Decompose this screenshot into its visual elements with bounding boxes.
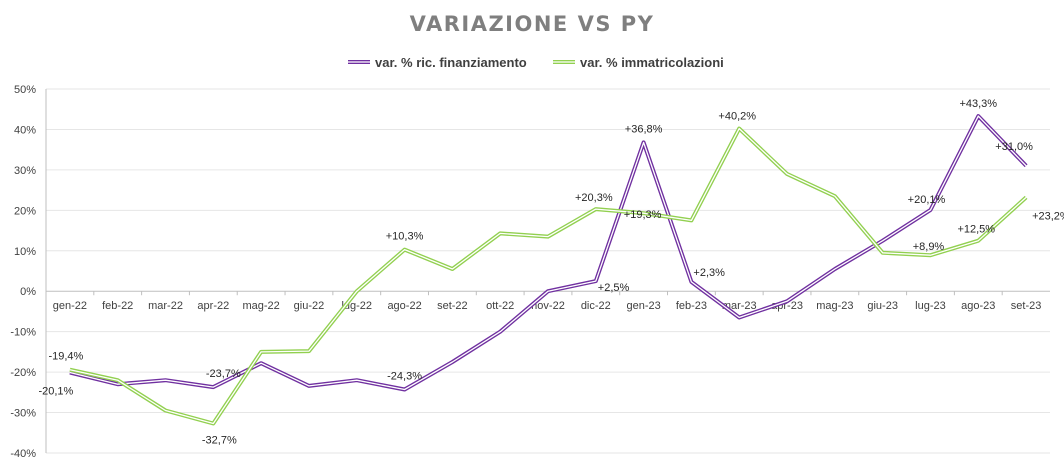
data-label: +12,5%	[957, 224, 995, 236]
legend-label: var. % ric. finanziamento	[375, 55, 527, 70]
data-label: +23,2%	[1032, 210, 1064, 222]
y-tick-label: 10%	[14, 246, 36, 258]
legend-label: var. % immatricolazioni	[580, 55, 724, 70]
x-tick-label: nov-22	[531, 300, 565, 312]
y-tick-label: -10%	[10, 327, 36, 339]
series-line-inner	[69, 127, 1027, 425]
legend-item-ric-finanziamento: var. % ric. finanziamento	[348, 55, 527, 70]
y-tick-label: 0%	[20, 286, 36, 298]
x-tick-label: giu-23	[867, 300, 898, 312]
x-tick-label: ago-22	[387, 300, 421, 312]
legend-item-immatricolazioni: var. % immatricolazioni	[553, 55, 724, 70]
data-label: +20,3%	[575, 192, 613, 204]
chart-title: VARIAZIONE VS PY	[410, 12, 655, 36]
x-tick-label: dic-22	[581, 300, 611, 312]
y-axis: -40% -30% -20% -10% 0% 10% 20% 30% 40% 50%	[10, 84, 47, 460]
x-tick-label: apr-22	[197, 300, 229, 312]
legend: var. % ric. finanziamento var. % immatric…	[348, 55, 724, 70]
series-line-ric-finanziamento	[69, 114, 1028, 392]
data-label: +2,5%	[598, 282, 630, 294]
x-tick-label: feb-23	[676, 300, 707, 312]
series-line-inner	[69, 115, 1027, 391]
x-tick-label: ott-22	[486, 300, 514, 312]
y-tick-label: 30%	[14, 165, 36, 177]
data-label: -20,1%	[38, 386, 73, 398]
y-tick-label: 50%	[14, 84, 36, 96]
data-label: +2,3%	[693, 267, 725, 279]
data-label: +36,8%	[625, 123, 663, 135]
data-label: +40,2%	[718, 111, 756, 123]
data-label: -19,4%	[48, 351, 83, 363]
x-tick-label: mar-22	[148, 300, 183, 312]
x-tick-label: mag-22	[242, 300, 279, 312]
data-label: +20,1%	[908, 194, 946, 206]
y-tick-label: 40%	[14, 124, 36, 136]
data-label: -32,7%	[202, 434, 237, 446]
x-tick-label: mag-23	[816, 300, 853, 312]
y-tick-label: -20%	[10, 367, 36, 379]
x-tick-label: gen-22	[53, 300, 87, 312]
x-tick-label: ago-23	[961, 300, 995, 312]
x-tick-label: gen-23	[626, 300, 660, 312]
x-tick-label: feb-22	[102, 300, 133, 312]
data-label: +43,3%	[959, 98, 997, 110]
data-label: -23,7%	[206, 368, 241, 380]
data-labels: -20,1% -19,4% -23,7% -32,7% -24,3% +10,3% +2,5…	[38, 98, 1064, 446]
data-label: +10,3%	[386, 231, 424, 243]
data-label: +31,0%	[995, 141, 1033, 153]
data-label: -24,3%	[387, 371, 422, 383]
gridlines	[46, 88, 1050, 454]
series-line-immatricolazioni	[69, 126, 1028, 426]
x-tick-label: set-23	[1011, 300, 1042, 312]
data-label: +19,3%	[624, 209, 662, 221]
data-label: +8,9%	[913, 241, 945, 253]
series-lines	[69, 114, 1028, 426]
y-tick-label: -40%	[10, 448, 36, 460]
x-tick-label: lug-23	[915, 300, 946, 312]
x-axis: gen-22 feb-22 mar-22 apr-22 mag-22 giu-22 lug-…	[45, 290, 1050, 312]
x-tick-label: giu-22	[294, 300, 325, 312]
y-tick-label: 20%	[14, 205, 36, 217]
y-tick-label: -30%	[10, 408, 36, 420]
x-tick-label: set-22	[437, 300, 468, 312]
